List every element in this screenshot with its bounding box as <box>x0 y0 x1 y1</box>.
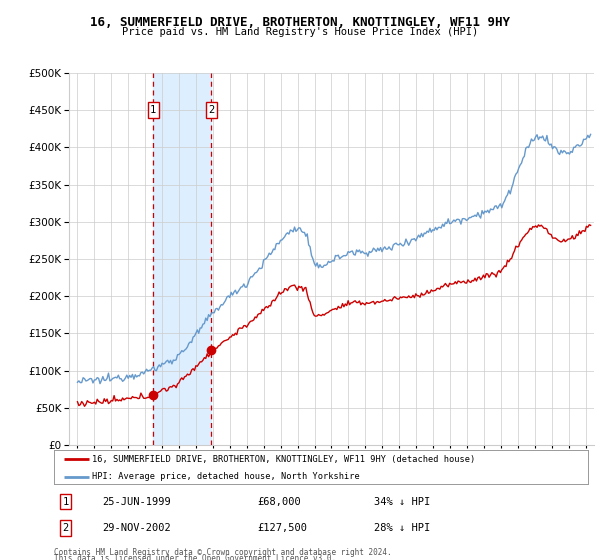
Text: 16, SUMMERFIELD DRIVE, BROTHERTON, KNOTTINGLEY, WF11 9HY (detached house): 16, SUMMERFIELD DRIVE, BROTHERTON, KNOTT… <box>92 455 476 464</box>
Text: £68,000: £68,000 <box>257 497 301 507</box>
Text: 16, SUMMERFIELD DRIVE, BROTHERTON, KNOTTINGLEY, WF11 9HY: 16, SUMMERFIELD DRIVE, BROTHERTON, KNOTT… <box>90 16 510 29</box>
Text: 1: 1 <box>150 105 157 115</box>
Text: This data is licensed under the Open Government Licence v3.0.: This data is licensed under the Open Gov… <box>54 554 336 560</box>
Text: 1: 1 <box>62 497 69 507</box>
Bar <box>154 73 211 445</box>
Text: 25-JUN-1999: 25-JUN-1999 <box>102 497 171 507</box>
Text: 29-NOV-2002: 29-NOV-2002 <box>102 523 171 533</box>
Text: £127,500: £127,500 <box>257 523 307 533</box>
Text: Contains HM Land Registry data © Crown copyright and database right 2024.: Contains HM Land Registry data © Crown c… <box>54 548 392 557</box>
Text: 2: 2 <box>208 105 215 115</box>
Text: Price paid vs. HM Land Registry's House Price Index (HPI): Price paid vs. HM Land Registry's House … <box>122 27 478 37</box>
Text: 2: 2 <box>62 523 69 533</box>
Text: 34% ↓ HPI: 34% ↓ HPI <box>374 497 431 507</box>
Text: 28% ↓ HPI: 28% ↓ HPI <box>374 523 431 533</box>
Text: HPI: Average price, detached house, North Yorkshire: HPI: Average price, detached house, Nort… <box>92 472 360 481</box>
